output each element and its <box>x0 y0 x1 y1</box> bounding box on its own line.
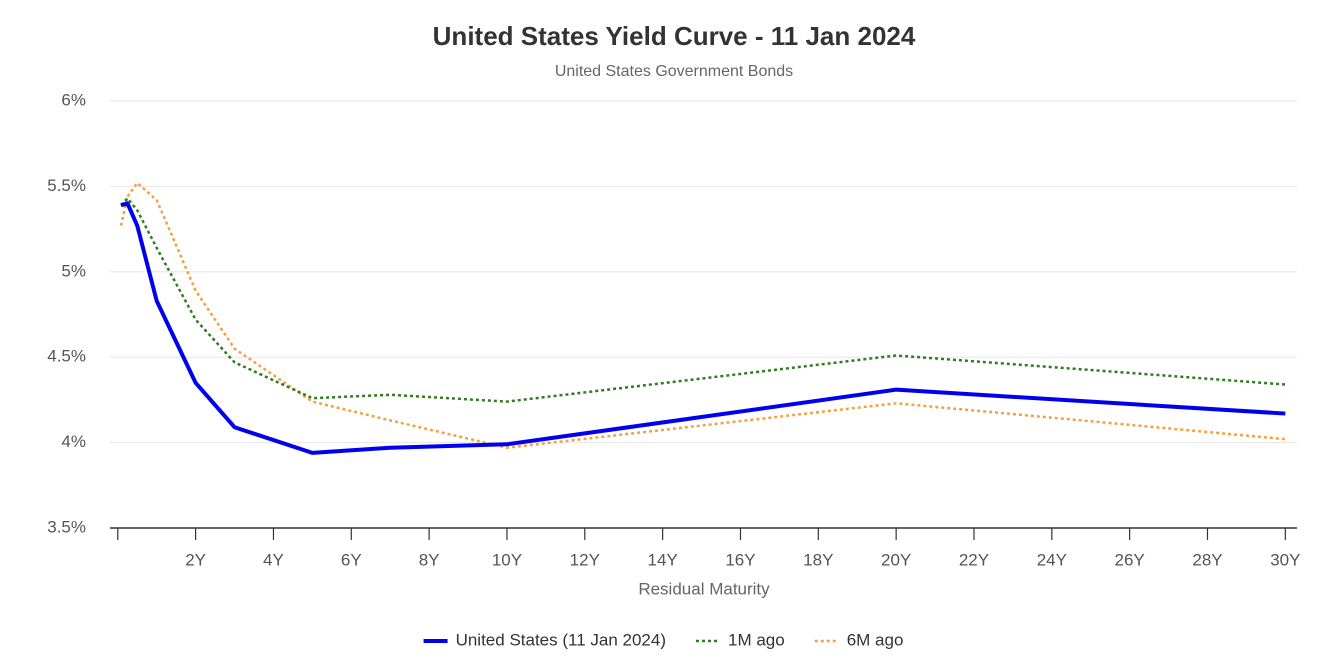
legend-label: United States (11 Jan 2024) <box>456 630 666 649</box>
series-line <box>119 181 1286 449</box>
x-tick-label: 28Y <box>1192 550 1222 569</box>
x-tick-label: 26Y <box>1115 550 1145 569</box>
chart-subtitle: United States Government Bonds <box>555 63 793 80</box>
x-tick-label: 8Y <box>419 550 440 569</box>
legend-label: 6M ago <box>847 630 904 649</box>
legend-item[interactable]: United States (11 Jan 2024) <box>423 630 666 649</box>
x-tick-label: 4Y <box>263 550 284 569</box>
x-tick-label: 22Y <box>959 550 989 569</box>
legend-item[interactable]: 1M ago <box>696 630 785 649</box>
x-axis-label: Residual Maturity <box>638 579 770 598</box>
y-tick-label: 3.5% <box>47 517 86 536</box>
x-tick-label: 20Y <box>881 550 911 569</box>
y-tick-label: 4% <box>61 432 86 451</box>
x-tick-label: 12Y <box>570 550 600 569</box>
x-tick-label: 2Y <box>185 550 206 569</box>
x-tick-label: 14Y <box>648 550 678 569</box>
legend-label: 1M ago <box>728 630 785 649</box>
series-line <box>120 197 1286 403</box>
x-tick-label: 6Y <box>341 550 362 569</box>
y-tick-label: 5.5% <box>47 176 86 195</box>
chart-title: United States Yield Curve - 11 Jan 2024 <box>433 21 916 51</box>
x-tick-label: 24Y <box>1037 550 1067 569</box>
y-tick-label: 6% <box>61 90 86 109</box>
x-tick-label: 30Y <box>1270 550 1300 569</box>
x-tick-label: 16Y <box>725 550 755 569</box>
legend-item[interactable]: 6M ago <box>814 630 904 649</box>
x-tick-label: 10Y <box>492 550 522 569</box>
x-tick-label: 18Y <box>803 550 833 569</box>
series-line <box>120 201 1286 455</box>
y-tick-label: 5% <box>61 261 86 280</box>
y-tick-label: 4.5% <box>47 347 86 366</box>
